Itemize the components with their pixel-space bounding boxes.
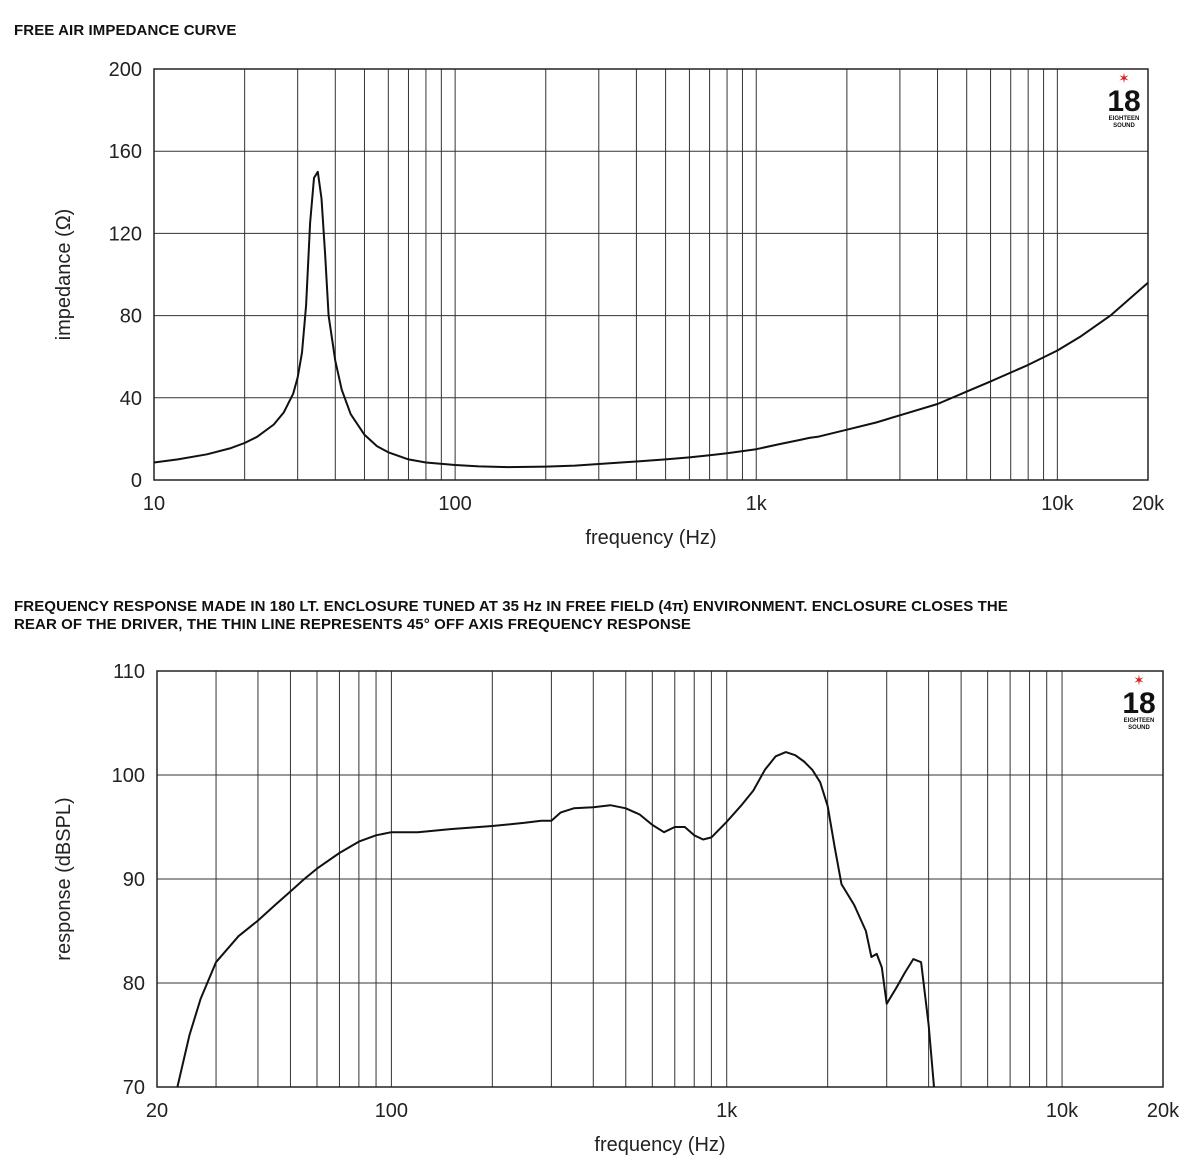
y-axis-label: response (dBSPL) [53,797,75,960]
impedance-chart-title: FREE AIR IMPEDANCE CURVE [14,22,237,39]
logo-number: 18 [1107,85,1140,118]
red-star-icon: ✶ [1118,71,1130,87]
x-axis-label: frequency (Hz) [585,527,716,549]
y-tick-label: 110 [113,661,145,683]
x-tick-label: 100 [438,493,471,515]
logo-text-eighteen: EIGHTEEN [1109,116,1140,122]
y-tick-label: 160 [109,141,142,163]
plot-frame [156,670,1164,1088]
x-tick-label: 10k [1046,1100,1079,1122]
y-tick-label: 120 [109,223,142,245]
y-tick-label: 200 [109,59,142,81]
logo-number: 18 [1122,687,1155,720]
x-tick-label: 20k [1132,493,1165,515]
y-tick-label: 40 [120,388,142,410]
x-tick-label: 10k [1041,493,1074,515]
red-star-icon: ✶ [1133,673,1145,689]
y-tick-label: 80 [123,973,145,995]
y-tick-label: 80 [120,306,142,328]
y-tick-label: 90 [123,869,145,891]
x-tick-label: 20 [146,1100,168,1122]
response-title-line-2: REAR OF THE DRIVER, THE THIN LINE REPRES… [14,616,692,633]
x-tick-label: 100 [375,1100,408,1122]
logo-text-sound: SOUND [1113,123,1135,129]
x-tick-label: 1k [746,493,768,515]
x-tick-label: 10 [143,493,165,515]
y-tick-label: 100 [112,765,145,787]
x-axis-label: frequency (Hz) [594,1134,725,1156]
series-line [153,170,1149,469]
series-line [176,751,935,1088]
response-title-line-1: FREQUENCY RESPONSE MADE IN 180 LT. ENCLO… [14,598,1008,615]
logo-text-eighteen: EIGHTEEN [1124,718,1155,724]
logo-text-sound: SOUND [1128,725,1150,731]
y-tick-label: 0 [131,470,142,492]
chart-2: 20 100 1k 10k 20k 70 80 90 100 110 frequency (Hz) r… [53,661,1180,1156]
y-tick-label: 70 [123,1077,145,1099]
y-axis-label: impedance (Ω) [53,209,75,341]
x-tick-label: 20k [1147,1100,1180,1122]
plot-frame [153,68,1149,481]
chart-1: 10 100 1k 10k 20k 0 40 80 120 160 200 frequency (Hz… [53,59,1165,549]
response-chart-title: FREQUENCY RESPONSE MADE IN 180 LT. ENCLO… [14,598,1194,634]
x-tick-label: 1k [716,1100,738,1122]
